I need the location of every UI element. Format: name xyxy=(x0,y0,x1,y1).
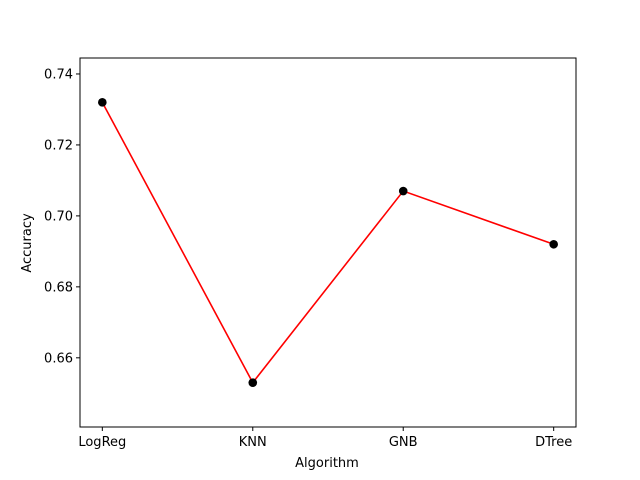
y-tick-label: 0.68 xyxy=(44,280,73,295)
y-tick-label: 0.74 xyxy=(44,67,73,82)
x-tick-label-knn: KNN xyxy=(239,435,267,450)
data-point-knn xyxy=(248,378,257,387)
x-axis-label: Algorithm xyxy=(295,456,359,471)
data-point-logreg xyxy=(98,98,107,107)
x-tick-label-logreg: LogReg xyxy=(78,435,126,450)
data-point-dtree xyxy=(549,240,558,249)
y-axis-label: Accuracy xyxy=(20,213,35,273)
x-tick-label-dtree: DTree xyxy=(535,435,572,450)
data-point-gnb xyxy=(399,187,408,196)
y-tick-label: 0.72 xyxy=(44,138,73,153)
y-tick-label: 0.70 xyxy=(44,209,73,224)
y-tick-label: 0.66 xyxy=(44,351,73,366)
x-tick-label-gnb: GNB xyxy=(389,435,418,450)
